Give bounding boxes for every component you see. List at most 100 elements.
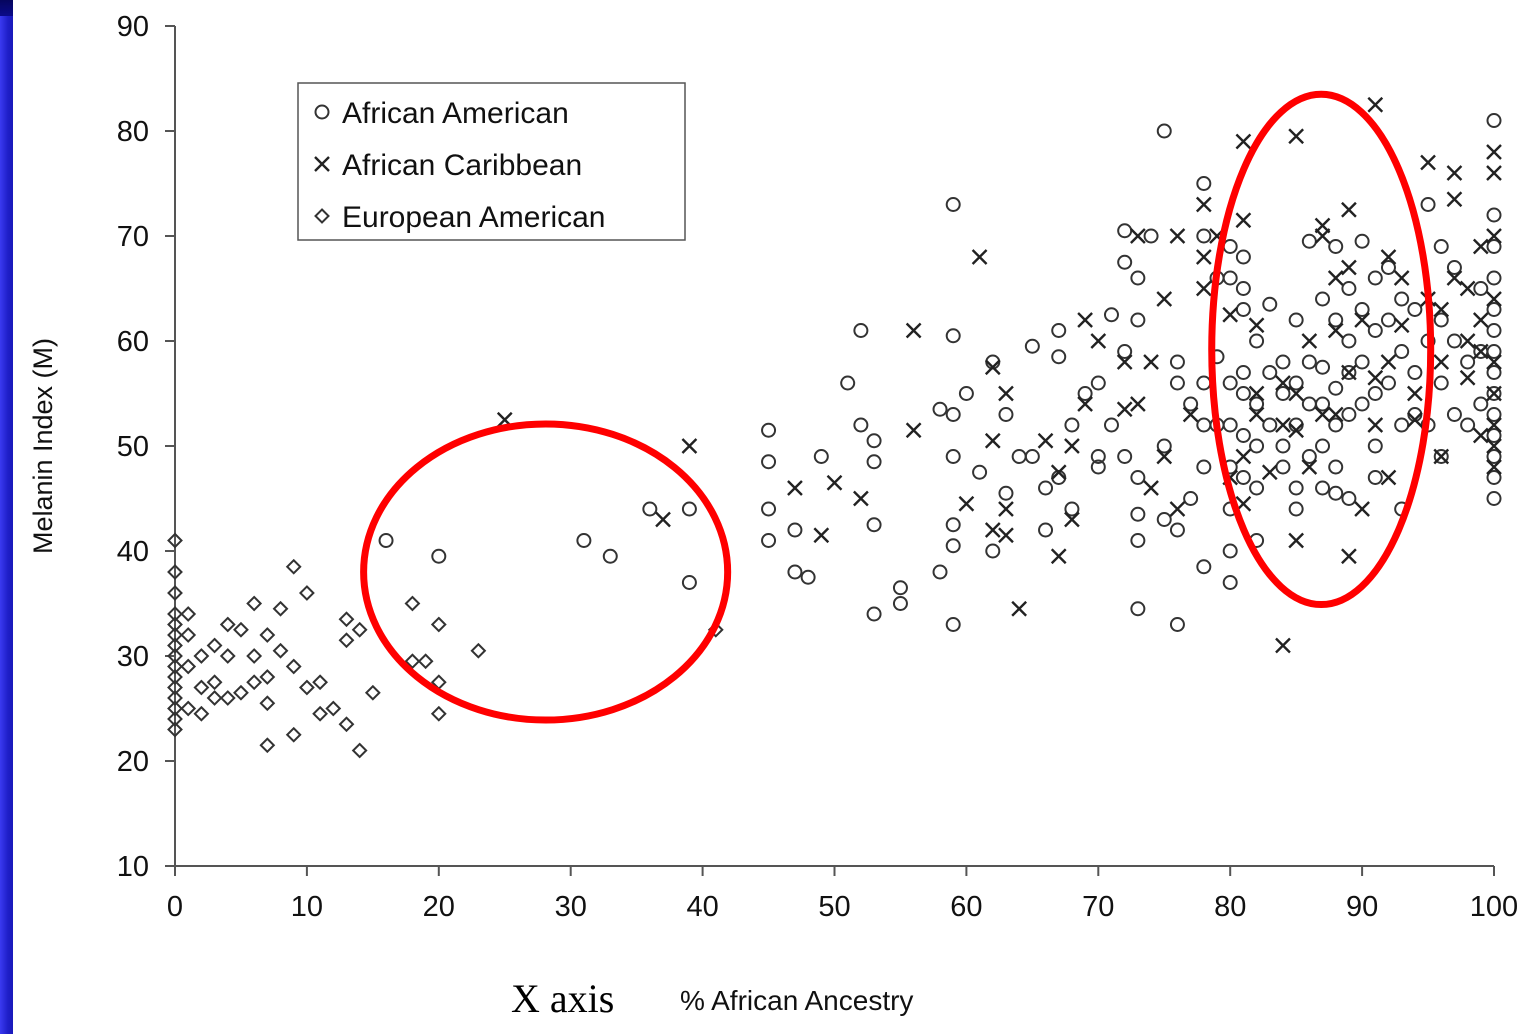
european-american-point xyxy=(167,627,183,643)
african-american-point xyxy=(1038,480,1054,496)
african-caribbean-point xyxy=(1446,165,1463,181)
european-american-point xyxy=(233,684,249,701)
x-tick-label: 100 xyxy=(1470,891,1518,923)
european-american-point xyxy=(206,674,223,691)
european-american-point xyxy=(338,632,355,649)
highlight-annotations xyxy=(360,90,1435,724)
african-american-point xyxy=(1117,449,1133,464)
african-american-point xyxy=(1051,323,1067,338)
european-american-point xyxy=(167,690,183,706)
african-american-point xyxy=(1354,396,1370,412)
african-caribbean-point xyxy=(958,495,975,512)
african-american-point xyxy=(1222,270,1238,286)
european-american-point xyxy=(404,595,421,612)
european-american-point xyxy=(167,616,183,633)
african-american-point xyxy=(1486,428,1502,443)
african-american-point xyxy=(1196,417,1212,433)
african-american-point xyxy=(1235,249,1251,265)
african-american-point xyxy=(1103,417,1119,433)
african-american-point xyxy=(1288,312,1304,328)
african-american-point xyxy=(761,533,777,548)
european-american-point xyxy=(193,705,210,722)
african-american-point xyxy=(1315,291,1331,307)
african-caribbean-point xyxy=(1235,448,1252,465)
european-american-point xyxy=(180,606,197,622)
y-tick-label: 20 xyxy=(117,746,149,778)
x-tick-label: 30 xyxy=(555,891,587,923)
african-caribbean-point xyxy=(1367,96,1384,113)
european-american-point xyxy=(259,669,276,685)
european-american-point xyxy=(219,648,236,664)
european-american-point xyxy=(285,658,302,675)
african-caribbean-point xyxy=(1116,401,1133,418)
african-american-point xyxy=(945,449,961,464)
african-caribbean-point xyxy=(1446,191,1463,208)
african-caribbean-point xyxy=(1050,464,1067,481)
african-caribbean-point xyxy=(1077,396,1093,412)
african-american-point xyxy=(1288,375,1304,391)
african-caribbean-point xyxy=(1288,532,1304,549)
african-american-point xyxy=(576,533,592,548)
african-caribbean-point xyxy=(1116,354,1133,370)
african-caribbean-point xyxy=(1235,212,1252,229)
african-caribbean-point xyxy=(787,480,803,496)
african-american-point xyxy=(378,533,394,548)
african-american-point xyxy=(866,433,882,449)
african-american-point xyxy=(1473,396,1489,412)
african-caribbean-point xyxy=(1407,411,1423,428)
african-caribbean-point xyxy=(998,501,1014,517)
african-american-point xyxy=(1196,176,1212,191)
african-american-point xyxy=(1275,386,1291,401)
european-american-point xyxy=(417,653,434,670)
african-caribbean-point xyxy=(826,474,843,491)
european-american-point xyxy=(312,674,329,691)
legend-diamond-icon xyxy=(314,208,330,224)
european-american-point xyxy=(338,611,355,628)
african-american-point xyxy=(1169,354,1185,370)
african-caribbean-point xyxy=(1367,369,1384,386)
african-caribbean-point xyxy=(1288,422,1304,439)
african-american-point xyxy=(1117,344,1133,359)
african-caribbean-point xyxy=(1327,322,1344,339)
african-caribbean-point xyxy=(1064,438,1080,454)
african-american-point xyxy=(1090,375,1106,391)
african-american-point xyxy=(1235,302,1251,317)
african-caribbean-point xyxy=(1327,406,1344,423)
african-american-point xyxy=(787,522,803,538)
x-tick-label: 40 xyxy=(686,891,718,923)
african-caribbean-point xyxy=(681,438,698,454)
african-caribbean-point xyxy=(1222,306,1239,323)
african-caribbean-point xyxy=(813,527,830,544)
african-american-point xyxy=(1460,354,1476,370)
european-american-point xyxy=(259,737,276,754)
european-american-point xyxy=(312,705,329,722)
african-caribbean-point xyxy=(1446,270,1463,286)
african-american-point xyxy=(1130,506,1146,522)
highlight-ellipse xyxy=(1208,90,1435,609)
african-american-point xyxy=(761,501,777,517)
african-caribbean-point xyxy=(1367,417,1384,433)
african-caribbean-point xyxy=(1486,291,1502,307)
african-american-point xyxy=(1196,559,1212,575)
african-american-point xyxy=(1117,254,1133,270)
african-american-point xyxy=(761,454,777,470)
african-caribbean-point xyxy=(1235,133,1252,150)
african-caribbean-point xyxy=(1248,385,1265,402)
african-american-point xyxy=(1407,302,1423,317)
legend-entry-label: African American xyxy=(342,97,569,130)
european-american-point xyxy=(167,658,183,675)
african-american-point xyxy=(1301,354,1317,370)
african-caribbean-point xyxy=(1486,354,1502,370)
european-american-point xyxy=(206,690,223,706)
y-tick-label: 50 xyxy=(117,431,149,463)
african-caribbean-point xyxy=(1393,270,1410,286)
african-american-point xyxy=(1156,438,1172,454)
african-american-point xyxy=(642,501,658,517)
african-caribbean-point xyxy=(1486,385,1502,402)
african-caribbean-point xyxy=(1472,343,1489,360)
african-american-point xyxy=(1262,296,1278,312)
african-caribbean-point xyxy=(1130,396,1146,412)
african-american-point xyxy=(945,538,961,554)
african-american-point xyxy=(1301,233,1317,249)
african-american-point xyxy=(866,454,882,470)
